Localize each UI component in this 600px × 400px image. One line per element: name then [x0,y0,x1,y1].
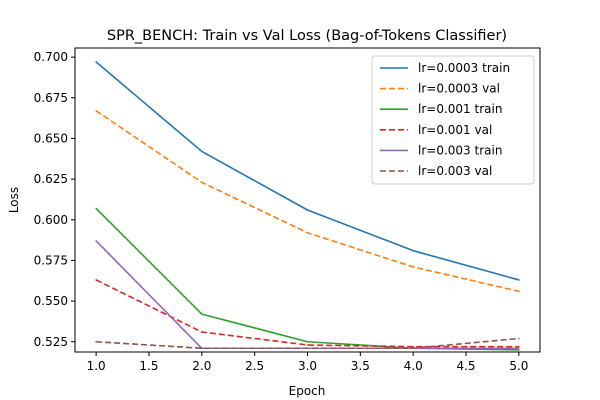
x-tick-label: 5.0 [509,359,528,373]
data-point [412,345,414,348]
data-point [201,150,203,153]
data-point [201,313,203,315]
y-tick-label: 0.600 [34,213,68,227]
series-layer [95,61,520,351]
data-point [201,347,203,350]
x-tick-label: 4.5 [456,359,475,373]
data-point [518,337,520,340]
x-tick-label: 2.0 [192,359,211,373]
x-tick-label: 1.0 [87,359,106,373]
legend-label: lr=0.003 val [418,164,492,178]
data-point [95,109,97,112]
y-axis: 0.525 0.550 0.575 0.600 0.625 0.650 0.675 0.700 [34,50,75,349]
series-line-2 [95,207,519,351]
data-point [518,290,520,293]
x-axis-label: Epoch [289,384,326,398]
data-point [306,209,309,211]
y-tick-label: 0.525 [34,335,68,349]
data-point [412,266,414,268]
legend-label: lr=0.0003 val [418,82,500,96]
y-tick-label: 0.650 [34,131,68,145]
x-tick-label: 3.0 [298,359,317,373]
data-point [518,345,520,348]
data-point [95,61,97,63]
y-tick-label: 0.550 [34,294,68,308]
data-point [201,181,203,184]
data-point [306,340,309,343]
data-point [412,347,414,350]
series-line-4 [95,240,519,350]
legend-label: lr=0.0003 train [418,61,510,75]
data-point [95,207,97,210]
chart-title: SPR_BENCH: Train vs Val Loss (Bag-of-Tok… [107,28,507,44]
y-tick-label: 0.675 [34,91,68,105]
y-tick-label: 0.700 [34,50,68,64]
data-point [306,231,309,234]
data-point [306,344,309,346]
data-point [518,349,520,351]
legend-label: lr=0.001 train [418,102,502,116]
y-tick-label: 0.625 [34,172,68,186]
data-point [95,279,97,281]
legend: lr=0.0003 train lr=0.0003 val lr=0.001 tra… [371,55,535,185]
y-tick-label: 0.575 [34,253,68,267]
legend-label: lr=0.001 val [418,123,492,137]
data-point [518,347,520,350]
data-point [412,249,414,252]
y-axis-label: Loss [7,187,21,213]
data-point [201,331,203,333]
data-point [95,240,97,242]
data-point [518,279,520,281]
series-line-3 [95,279,519,348]
data-point [95,340,97,343]
legend-label: lr=0.003 train [418,143,502,157]
x-tick-label: 2.5 [245,359,264,373]
x-axis: 1.0 1.5 2.0 2.5 3.0 3.5 4.0 4.5 5.0 [87,352,528,373]
x-tick-label: 1.5 [139,359,158,373]
legend-box [371,55,535,185]
data-point [306,347,309,350]
x-tick-label: 3.5 [351,359,370,373]
x-tick-label: 4.0 [404,359,423,373]
